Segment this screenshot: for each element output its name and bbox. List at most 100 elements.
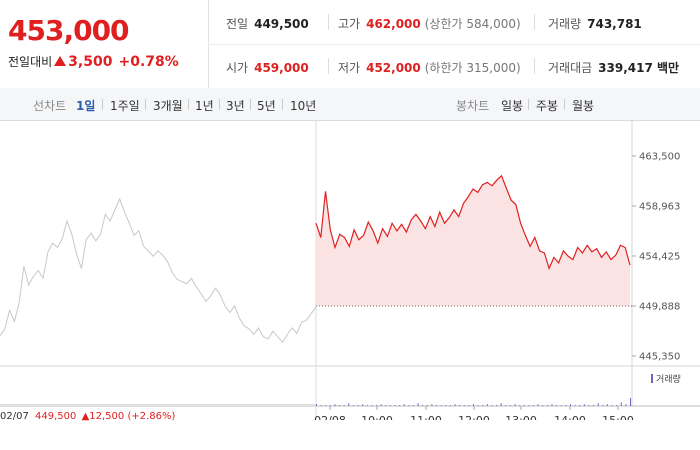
volume-bar — [523, 405, 525, 406]
tab-1y[interactable]: 1년 — [195, 99, 214, 113]
prev-change: ▲12,500 (+2.86%) — [81, 411, 176, 422]
volume-bar — [463, 405, 465, 406]
volume-bar — [468, 405, 470, 406]
volume-bar — [570, 404, 571, 406]
x-tick-label: 10:00 — [361, 414, 393, 420]
tab-3m[interactable]: 3개월 — [153, 99, 183, 113]
stat-low: 저가 452,000 (하한가 315,000) — [338, 61, 521, 75]
prev-date: 02/07 — [0, 411, 29, 422]
volume-bar — [546, 405, 548, 406]
y-tick-label: 463,500 — [639, 152, 680, 163]
volume-bar — [325, 405, 327, 406]
volume-bar — [371, 405, 373, 406]
volume-bar — [500, 403, 502, 406]
volume-bar — [537, 404, 539, 406]
x-tick-label: 02/08 — [314, 414, 346, 420]
tab-monthly-candle[interactable]: 월봉 — [572, 99, 595, 113]
volume-bar — [385, 405, 387, 406]
volume-bar — [348, 403, 350, 406]
volume-bar — [334, 404, 336, 406]
tab-5y[interactable]: 5년 — [257, 99, 276, 113]
current-price: 453,000 — [8, 14, 130, 47]
x-tick-label: 12:00 — [458, 414, 490, 420]
volume-bar — [482, 405, 484, 406]
chart-tabs-bar: 선차트 1일 1주일 3개월 1년 3년 5년 10년 봉차트 일봉 주봉 월봉 — [0, 88, 700, 121]
change-amount: 3,500 — [68, 54, 113, 70]
volume-bar — [408, 405, 410, 406]
volume-bar — [620, 402, 622, 406]
tab-daily-candle[interactable]: 일봉 — [501, 99, 524, 113]
stat-prev-close: 전일 449,500 — [226, 17, 309, 31]
x-tick-label: 13:00 — [505, 414, 537, 420]
volume-bar — [625, 404, 627, 406]
x-tick-label: 15:00 — [602, 414, 634, 420]
volume-bar — [431, 404, 433, 406]
volume-bar — [486, 404, 488, 406]
volume-bar — [509, 405, 511, 406]
volume-bar — [514, 404, 516, 406]
volume-bar — [551, 404, 553, 406]
volume-bar — [403, 404, 405, 406]
change-percent: +0.78% — [118, 54, 179, 70]
volume-legend-swatch — [651, 374, 653, 383]
today-area-fill — [316, 175, 630, 306]
x-tick-label: 14:00 — [554, 414, 586, 420]
volume-bar — [394, 405, 396, 406]
volume-bar — [528, 405, 530, 406]
volume-bar — [491, 405, 493, 406]
change-label: 전일대비 — [8, 55, 53, 69]
stats-row: 전일 449,500 고가 462,000 (상한가 584,000) 거래량 743,… — [208, 0, 700, 45]
volume-bar — [440, 405, 442, 406]
volume-bar — [352, 405, 354, 406]
volume-bar — [611, 405, 613, 406]
price-change: 전일대비 3,500 +0.78% — [8, 53, 179, 70]
volume-bar — [556, 405, 558, 406]
volume-bar — [459, 405, 461, 406]
volume-bar — [449, 405, 451, 406]
y-tick-label: 445,350 — [639, 352, 680, 363]
y-tick-label: 449,888 — [639, 301, 680, 312]
tab-3y[interactable]: 3년 — [226, 99, 245, 113]
prev-day-series-line — [0, 197, 317, 344]
volume-bar — [588, 405, 590, 406]
volume-bar — [320, 405, 322, 406]
stat-high: 고가 462,000 (상한가 584,000) — [338, 17, 521, 31]
up-triangle-icon — [54, 56, 67, 66]
y-tick-label: 454,425 — [639, 252, 680, 263]
candle-chart-label: 봉차트 — [456, 99, 490, 113]
prev-day-volume-band — [0, 404, 316, 406]
price-chart: 463,500 458,963 454,425 449,888 445,350 02/08… — [0, 120, 700, 420]
stats-panel: 전일 449,500 고가 462,000 (상한가 584,000) 거래량 743,… — [208, 0, 700, 88]
volume-bar — [389, 405, 391, 406]
volume-bar — [343, 405, 345, 406]
tab-1d[interactable]: 1일 — [76, 99, 96, 113]
volume-bar — [357, 405, 359, 406]
prev-price: 449,500 — [35, 411, 77, 422]
volume-bar — [579, 405, 581, 406]
x-tick-label: 11:00 — [410, 414, 442, 420]
stats-row: 시가 459,000 저가 452,000 (하한가 315,000) 거래대금 339… — [208, 44, 700, 88]
volume-bar — [413, 405, 414, 406]
volume-bar — [505, 405, 507, 406]
volume-bar — [533, 405, 534, 406]
volume-bar — [426, 405, 428, 406]
price-box: 453,000 전일대비 3,500 +0.78% — [0, 0, 209, 88]
volume-bar — [454, 404, 456, 406]
stat-open: 시가 459,000 — [226, 61, 309, 75]
volume-bar — [593, 405, 595, 406]
volume-bar — [583, 404, 585, 406]
volume-bar — [362, 404, 364, 406]
tab-10y[interactable]: 10년 — [290, 99, 317, 113]
volume-bar — [542, 405, 544, 406]
y-tick-label: 458,963 — [639, 201, 680, 212]
volume-bar — [316, 404, 317, 406]
volume-bar — [329, 405, 331, 406]
volume-bar — [422, 405, 424, 406]
prev-day-footer: 02/07 449,500 ▲12,500 (+2.86%) — [0, 411, 175, 422]
volume-bar — [574, 405, 576, 406]
tab-weekly-candle[interactable]: 주봉 — [536, 99, 559, 113]
volume-bar — [477, 405, 479, 406]
volume-bar — [417, 403, 419, 406]
volume-bar — [597, 403, 599, 406]
tab-1w[interactable]: 1주일 — [110, 99, 140, 113]
